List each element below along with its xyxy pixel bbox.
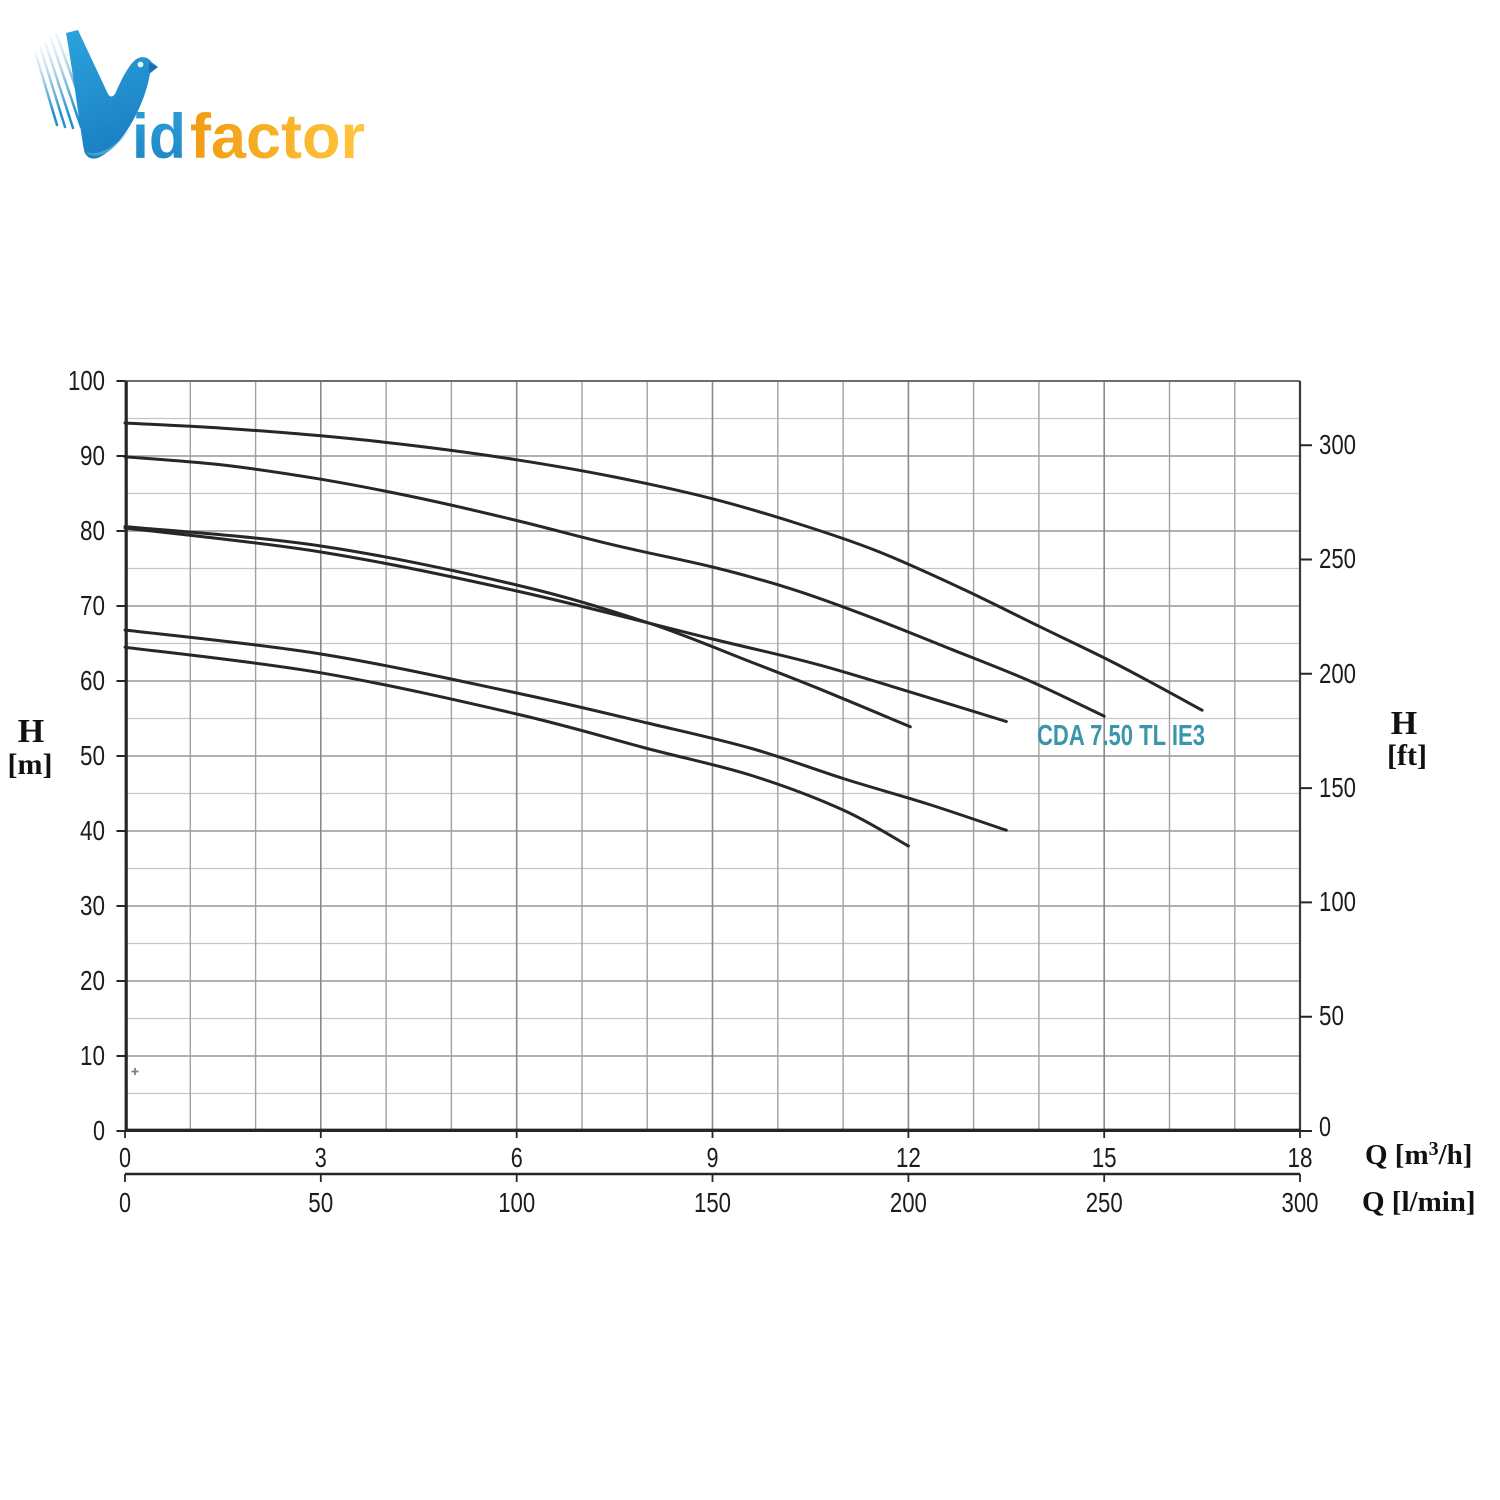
svg-text:9: 9	[707, 1142, 719, 1173]
svg-text:[ft]: [ft]	[1387, 739, 1427, 772]
svg-text:300: 300	[1319, 429, 1356, 460]
svg-text:factor: factor	[190, 102, 365, 172]
svg-text:100: 100	[68, 365, 105, 396]
svg-text:CDA 7.50 TL IE3: CDA 7.50 TL IE3	[1037, 720, 1205, 752]
svg-text:Q [m3/h]: Q [m3/h]	[1365, 1138, 1472, 1171]
svg-text:200: 200	[890, 1187, 927, 1218]
svg-text:100: 100	[498, 1187, 535, 1218]
svg-text:250: 250	[1319, 543, 1356, 574]
svg-text:0: 0	[119, 1187, 131, 1218]
svg-text:Q [l/min]: Q [l/min]	[1362, 1186, 1476, 1218]
svg-text:50: 50	[1319, 1000, 1344, 1031]
svg-text:300: 300	[1282, 1187, 1319, 1218]
svg-text:12: 12	[896, 1142, 921, 1173]
svg-text:60: 60	[80, 665, 105, 696]
svg-text:40: 40	[80, 815, 105, 846]
svg-text:150: 150	[1319, 772, 1356, 803]
svg-text:id: id	[132, 102, 186, 172]
svg-text:0: 0	[93, 1115, 105, 1146]
svg-text:50: 50	[80, 740, 105, 771]
svg-text:100: 100	[1319, 886, 1356, 917]
svg-text:80: 80	[80, 515, 105, 546]
svg-text:150: 150	[694, 1187, 731, 1218]
svg-text:H: H	[18, 713, 44, 750]
svg-text:15: 15	[1092, 1142, 1117, 1173]
svg-text:3: 3	[315, 1142, 327, 1173]
svg-text:70: 70	[80, 590, 105, 621]
svg-text:0: 0	[119, 1142, 131, 1173]
svg-text:250: 250	[1086, 1187, 1123, 1218]
svg-text:20: 20	[80, 965, 105, 996]
svg-text:18: 18	[1288, 1142, 1313, 1173]
svg-text:0: 0	[1319, 1111, 1331, 1142]
svg-text:H: H	[1391, 705, 1417, 742]
svg-text:200: 200	[1319, 658, 1356, 689]
svg-text:50: 50	[308, 1187, 333, 1218]
svg-text:30: 30	[80, 890, 105, 921]
svg-text:90: 90	[80, 440, 105, 471]
svg-text:6: 6	[511, 1142, 523, 1173]
svg-text:[m]: [m]	[8, 748, 53, 781]
svg-text:10: 10	[80, 1040, 105, 1071]
